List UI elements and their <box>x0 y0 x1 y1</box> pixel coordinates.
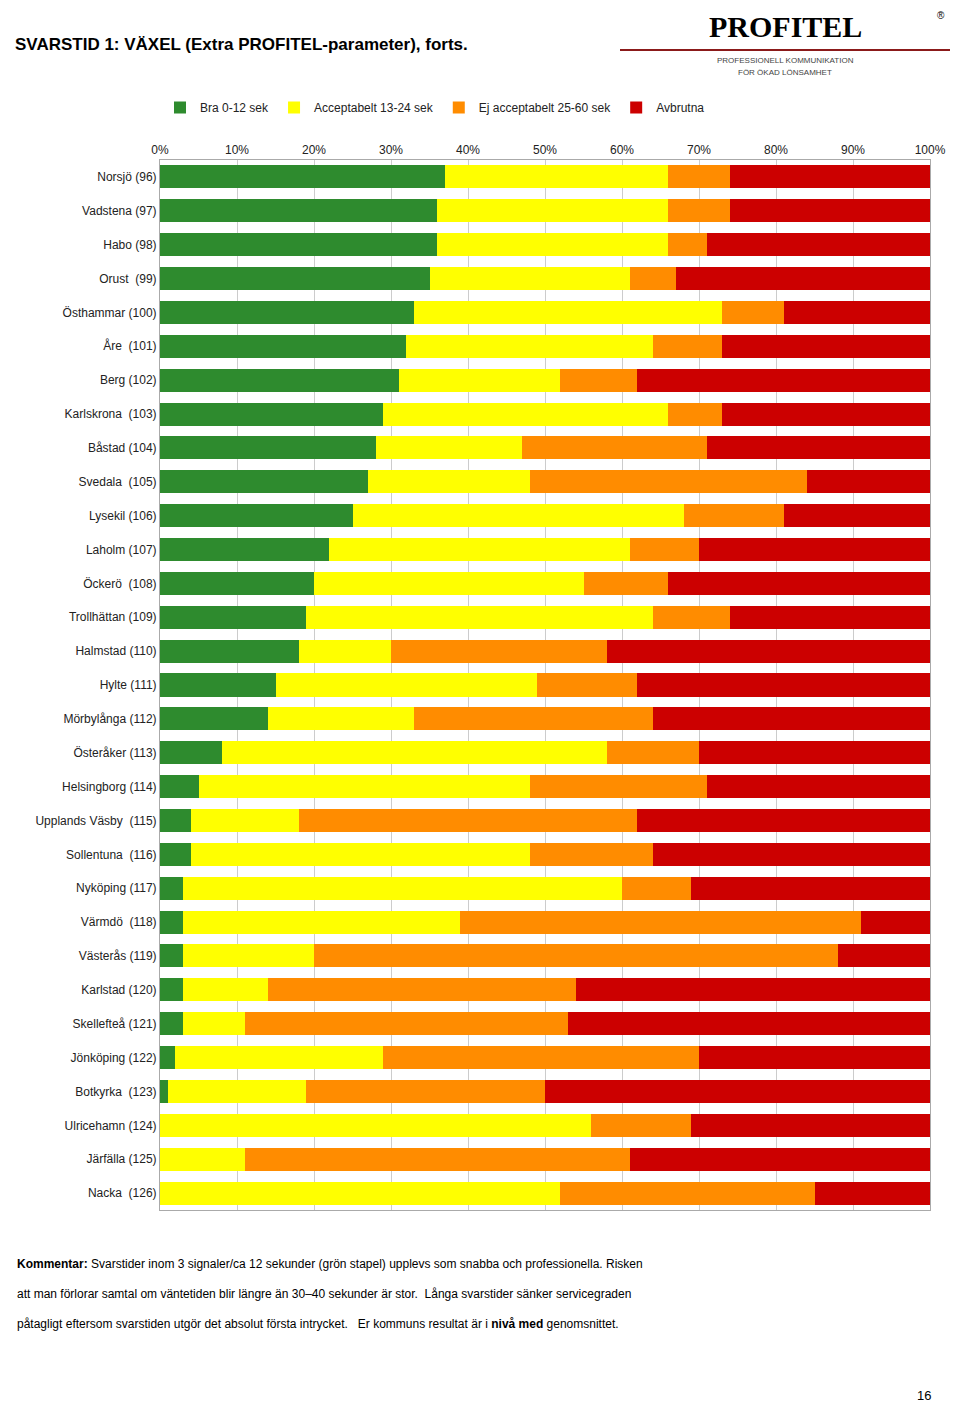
svg-text:0%: 0% <box>151 143 169 157</box>
svg-text:®: ® <box>937 10 945 21</box>
svg-text:att man förlorar samtal om vän: att man förlorar samtal om väntetiden bl… <box>17 1287 631 1301</box>
svg-text:Jönköping (122): Jönköping (122) <box>71 1051 157 1065</box>
svg-text:16: 16 <box>917 1388 931 1403</box>
svg-text:Karlskrona (103): Karlskrona (103) <box>65 407 157 421</box>
svg-text:Helsingborg (114): Helsingborg (114) <box>62 780 157 794</box>
svg-text:50%: 50% <box>533 143 557 157</box>
svg-text:Kommentar: Svarstider inom 3 s: Kommentar: Svarstider inom 3 signaler/ca… <box>17 1257 643 1271</box>
svg-text:Ej acceptabelt 25-60 sek: Ej acceptabelt 25-60 sek <box>479 101 611 115</box>
svg-text:Österåker (113): Österåker (113) <box>73 746 156 760</box>
svg-text:Västerås (119): Västerås (119) <box>79 949 157 963</box>
svg-text:80%: 80% <box>764 143 788 157</box>
svg-text:Bra 0-12 sek: Bra 0-12 sek <box>200 101 269 115</box>
svg-text:Karlstad (120): Karlstad (120) <box>81 983 156 997</box>
svg-text:Avbrutna: Avbrutna <box>656 101 704 115</box>
svg-text:Båstad (104): Båstad (104) <box>88 441 157 455</box>
svg-text:60%: 60% <box>610 143 634 157</box>
svg-text:SVARSTID 1: VÄXEL (Extra PROFI: SVARSTID 1: VÄXEL (Extra PROFITEL-parame… <box>15 35 468 54</box>
svg-text:PROFESSIONELL KOMMUNIKATION: PROFESSIONELL KOMMUNIKATION <box>717 56 854 65</box>
svg-text:90%: 90% <box>841 143 865 157</box>
svg-text:Svedala (105): Svedala (105) <box>79 475 157 489</box>
svg-text:20%: 20% <box>302 143 326 157</box>
svg-text:10%: 10% <box>225 143 249 157</box>
svg-text:Trollhättan (109): Trollhättan (109) <box>69 610 157 624</box>
svg-text:Vadstena (97): Vadstena (97) <box>82 204 157 218</box>
svg-text:Acceptabelt 13-24 sek: Acceptabelt 13-24 sek <box>314 101 434 115</box>
svg-text:Åre (101): Åre (101) <box>103 338 156 353</box>
svg-text:Lysekil (106): Lysekil (106) <box>89 509 157 523</box>
svg-text:Skellefteå (121): Skellefteå (121) <box>73 1017 157 1031</box>
svg-text:Östhammar (100): Östhammar (100) <box>63 306 157 320</box>
svg-text:Hylte (111): Hylte (111) <box>100 678 157 692</box>
svg-text:Järfälla (125): Järfälla (125) <box>87 1152 157 1166</box>
svg-text:Nyköping (117): Nyköping (117) <box>76 881 156 895</box>
svg-text:Berg (102): Berg (102) <box>100 373 157 387</box>
svg-text:Orust (99): Orust (99) <box>99 272 156 286</box>
svg-text:100%: 100% <box>915 143 946 157</box>
svg-text:PROFITEL: PROFITEL <box>709 10 862 43</box>
svg-text:Norsjö (96): Norsjö (96) <box>97 170 156 184</box>
svg-text:Nacka (126): Nacka (126) <box>88 1186 157 1200</box>
svg-text:Öckerö (108): Öckerö (108) <box>83 577 156 591</box>
svg-text:40%: 40% <box>456 143 480 157</box>
svg-text:70%: 70% <box>687 143 711 157</box>
svg-text:Halmstad (110): Halmstad (110) <box>75 644 156 658</box>
svg-text:Sollentuna (116): Sollentuna (116) <box>66 848 157 862</box>
svg-text:Habo (98): Habo (98) <box>103 238 156 252</box>
svg-text:Värmdö (118): Värmdö (118) <box>81 915 157 929</box>
svg-text:30%: 30% <box>379 143 403 157</box>
svg-text:Mörbylånga (112): Mörbylånga (112) <box>63 712 156 726</box>
svg-text:FÖR ÖKAD LÖNSAMHET: FÖR ÖKAD LÖNSAMHET <box>738 68 832 77</box>
svg-text:Botkyrka (123): Botkyrka (123) <box>75 1085 156 1099</box>
svg-text:Ulricehamn (124): Ulricehamn (124) <box>65 1119 157 1133</box>
svg-text:Upplands Väsby (115): Upplands Väsby (115) <box>35 814 156 828</box>
svg-text:Laholm (107): Laholm (107) <box>86 543 157 557</box>
svg-text:påtagligt eftersom svarstiden: påtagligt eftersom svarstiden utgör det … <box>17 1317 619 1331</box>
